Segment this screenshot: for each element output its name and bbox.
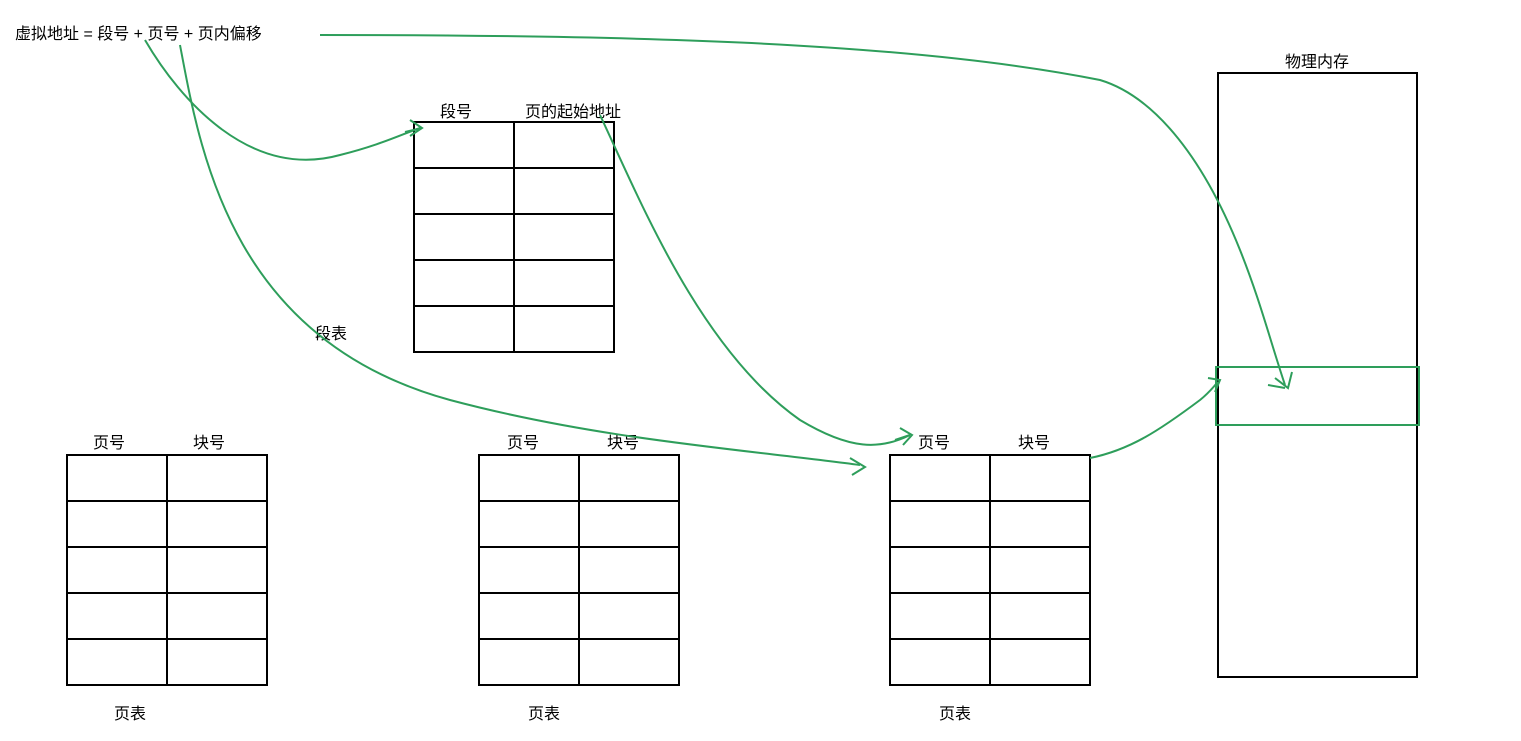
- page-table-2-header-blocknum: 块号: [607, 429, 639, 453]
- title-formula: 虚拟地址 = 段号 + 页号 + 页内偏移: [15, 20, 262, 44]
- page-table-3-label: 页表: [939, 700, 971, 724]
- arrow-head-3: [850, 458, 865, 475]
- arrow-formula-to-segment: [145, 40, 420, 160]
- segment-table-label: 段表: [315, 320, 347, 344]
- segment-table-header-segnum: 段号: [440, 98, 472, 122]
- page-table-2: [478, 454, 680, 686]
- page-table-3-header-blocknum: 块号: [1018, 429, 1050, 453]
- page-table-1-label: 页表: [114, 700, 146, 724]
- arrow-head-4: [900, 428, 912, 445]
- physical-memory-highlight: [1215, 366, 1420, 426]
- page-table-1: [66, 454, 268, 686]
- page-table-2-label: 页表: [528, 700, 560, 724]
- arrow-whisker-4: [895, 435, 910, 440]
- page-table-1-header-pagenum: 页号: [93, 429, 125, 453]
- segment-table: [413, 121, 615, 353]
- page-table-1-header-blocknum: 块号: [193, 429, 225, 453]
- arrow-segment-to-page3: [600, 115, 910, 445]
- page-table-3: [889, 454, 1091, 686]
- physical-memory-label: 物理内存: [1285, 48, 1349, 72]
- page-table-3-header-pagenum: 页号: [918, 429, 950, 453]
- arrow-page3-to-physical: [1090, 382, 1218, 458]
- segment-table-header-pagestart: 页的起始地址: [525, 98, 621, 122]
- page-table-2-header-pagenum: 页号: [507, 429, 539, 453]
